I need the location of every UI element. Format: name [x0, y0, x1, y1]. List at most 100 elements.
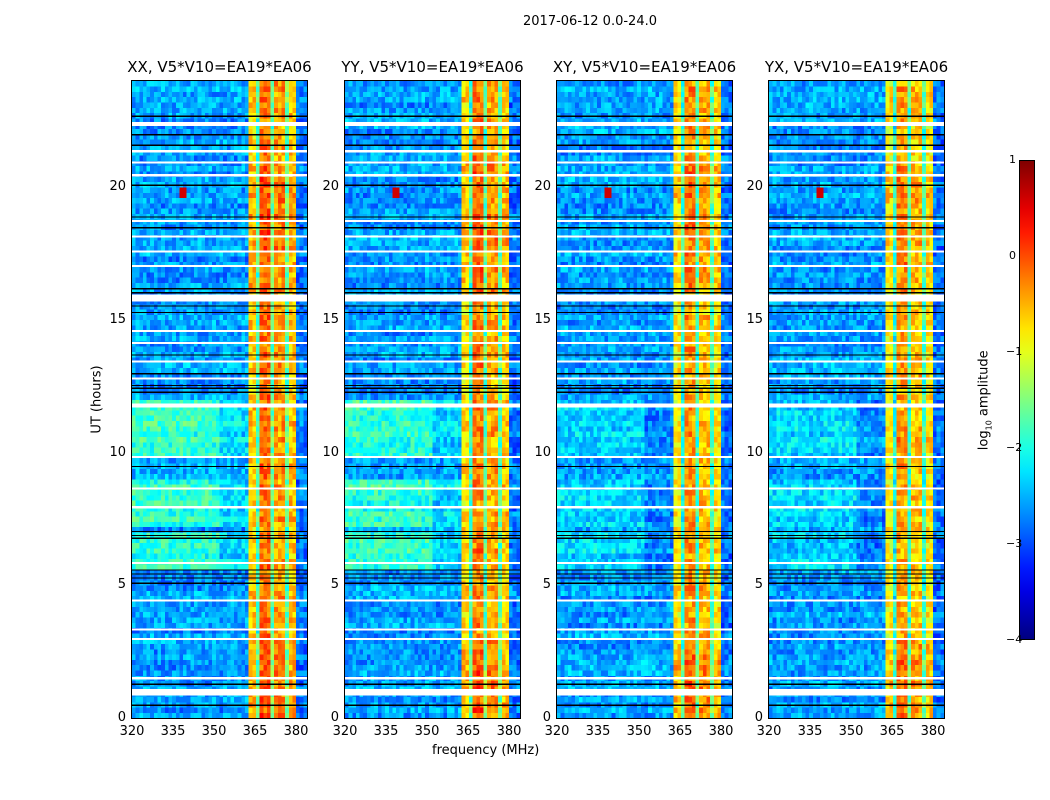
heatmap-cell: [168, 542, 173, 549]
heatmap-cell: [303, 272, 307, 278]
heatmap-cell: [186, 372, 191, 379]
heatmap-cell: [266, 176, 271, 183]
heatmap-cell: [299, 272, 304, 278]
heatmap-cell: [150, 378, 155, 384]
heatmap-cell: [230, 404, 235, 411]
heatmap-cell: [139, 346, 144, 353]
heatmap-cell: [281, 611, 286, 618]
heatmap-cell: [255, 569, 260, 575]
heatmap-cell: [132, 595, 136, 602]
heatmap-cell: [274, 664, 279, 671]
heatmap-cell: [223, 272, 228, 278]
heatmap-cell: [142, 590, 147, 597]
heatmap-cell: [183, 643, 187, 650]
heatmap-cell: [230, 601, 235, 607]
heatmap-cell: [215, 479, 220, 485]
heatmap-cell: [230, 643, 235, 650]
heatmap-cell: [237, 654, 242, 660]
heatmap-cell: [172, 335, 177, 342]
heatmap-cell: [281, 633, 286, 639]
heatmap-cell: [193, 627, 198, 634]
heatmap-cell: [150, 664, 155, 671]
heatmap-cell: [172, 712, 177, 718]
heatmap-cell: [223, 404, 228, 411]
heatmap-cell: [212, 606, 217, 613]
heatmap-cell: [201, 187, 206, 193]
heatmap-cell: [281, 590, 286, 597]
heatmap-cell: [252, 479, 257, 485]
heatmap-cell: [168, 208, 173, 215]
heatmap-cell: [204, 298, 209, 305]
heatmap-cell: [263, 526, 268, 533]
heatmap-cell: [212, 526, 217, 533]
heatmap-cell: [186, 272, 191, 278]
heatmap-cell: [132, 410, 136, 416]
heatmap-cell: [296, 176, 301, 183]
heatmap-cell: [168, 325, 173, 331]
heatmap-cell: [193, 457, 198, 464]
heatmap-cell: [175, 298, 180, 305]
heatmap-cell: [161, 272, 166, 278]
heatmap-cell: [255, 484, 260, 491]
heatmap-cell: [234, 378, 239, 384]
heatmap-cell: [234, 394, 239, 400]
heatmap-cell: [157, 627, 162, 634]
heatmap-cell: [288, 240, 293, 246]
heatmap-cell: [161, 553, 166, 560]
heatmap-cell: [161, 521, 166, 528]
heatmap-cell: [201, 500, 206, 506]
heatmap-cell: [197, 383, 202, 390]
heatmap-cell: [266, 367, 271, 374]
heatmap-cell: [252, 303, 257, 310]
heatmap-cell: [259, 426, 264, 432]
heatmap-cell: [219, 272, 224, 278]
heatmap-cell: [139, 410, 144, 416]
heatmap-cell: [252, 266, 257, 273]
heatmap-cell: [168, 548, 173, 554]
heatmap-cell: [277, 537, 282, 544]
heatmap-cell: [266, 510, 271, 517]
heatmap-cell: [139, 404, 144, 411]
heatmap-cell: [266, 617, 271, 623]
heatmap-cell: [132, 245, 136, 252]
heatmap-cell: [135, 277, 140, 284]
heatmap-cell: [292, 192, 297, 199]
heatmap-cell: [135, 234, 140, 241]
heatmap-cell: [270, 277, 275, 284]
heatmap-cell: [255, 526, 260, 533]
heatmap-cell: [241, 601, 246, 607]
heatmap-cell: [212, 319, 217, 326]
heatmap-cell: [201, 638, 206, 644]
heatmap-cell: [142, 431, 147, 437]
heatmap-cell: [164, 542, 169, 549]
heatmap-cell: [190, 197, 195, 204]
heatmap-cell: [146, 192, 151, 199]
heatmap-cell: [241, 176, 246, 183]
heatmap-cell: [259, 240, 264, 246]
heatmap-cell: [219, 606, 224, 613]
heatmap-cell: [132, 367, 136, 374]
heatmap-cell: [175, 489, 180, 496]
heatmap-cell: [142, 240, 147, 246]
heatmap-cell: [303, 436, 307, 443]
heatmap-cell: [164, 468, 169, 475]
heatmap-cell: [190, 319, 195, 326]
heatmap-cell: [204, 659, 209, 666]
heatmap-cell: [183, 346, 187, 353]
heatmap-cell: [263, 489, 268, 496]
heatmap-cell: [274, 256, 279, 262]
heatmap-cell: [135, 452, 140, 459]
heatmap-cell: [135, 367, 140, 374]
heatmap-cell: [175, 441, 180, 448]
heatmap-cell: [150, 516, 155, 522]
heatmap-cell: [277, 558, 282, 565]
heatmap-cell: [208, 643, 213, 650]
heatmap-cell: [292, 187, 297, 193]
heatmap-cell: [226, 197, 231, 204]
heatmap-cell: [252, 357, 257, 363]
heatmap-cell: [139, 319, 144, 326]
heatmap-cell: [237, 357, 242, 363]
heatmap-cell: [215, 638, 220, 644]
heatmap-cell: [274, 410, 279, 416]
heatmap-cell: [252, 330, 257, 337]
